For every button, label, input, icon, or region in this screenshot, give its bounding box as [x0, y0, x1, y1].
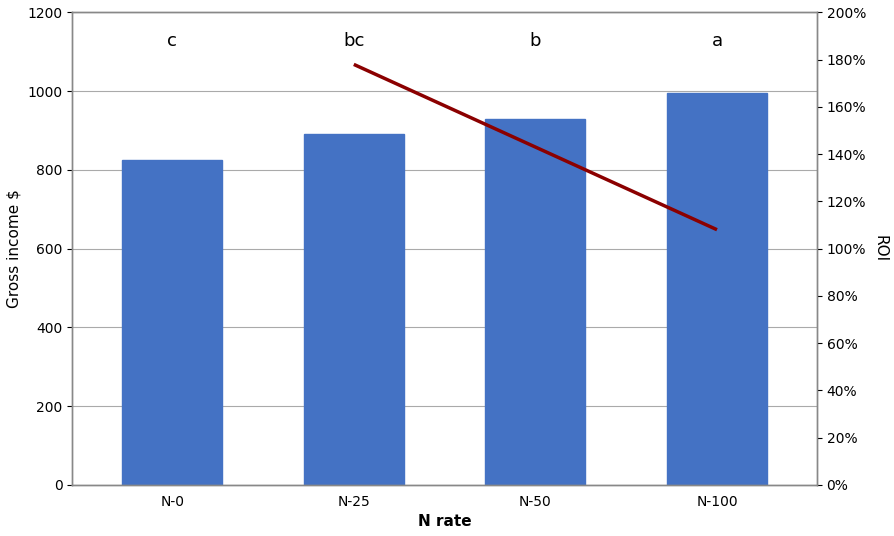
Bar: [667, 93, 767, 485]
Bar: [304, 135, 404, 485]
Text: a: a: [712, 32, 722, 50]
X-axis label: N rate: N rate: [417, 514, 471, 529]
Y-axis label: Gross income $: Gross income $: [7, 189, 22, 308]
Bar: [122, 160, 223, 485]
Y-axis label: ROI: ROI: [872, 235, 887, 262]
Text: bc: bc: [343, 32, 365, 50]
Text: b: b: [529, 32, 541, 50]
Bar: [485, 118, 586, 485]
Text: c: c: [167, 32, 177, 50]
